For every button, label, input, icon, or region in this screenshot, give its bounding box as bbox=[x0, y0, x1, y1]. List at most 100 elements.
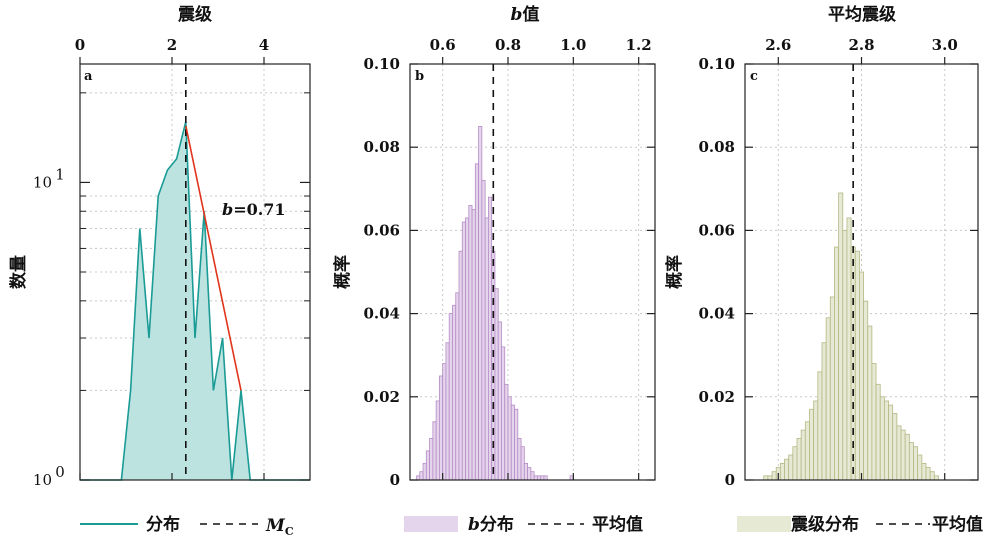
legend-c-label-2: 平均值 bbox=[932, 514, 983, 535]
tick-label-a-y-0: 10 bbox=[33, 173, 52, 191]
bar-c-24 bbox=[863, 300, 869, 481]
bar-c-27 bbox=[875, 383, 881, 481]
tick-label-a-y-1: 10 bbox=[33, 471, 52, 489]
bar-c-34 bbox=[904, 433, 910, 481]
bar-b-37 bbox=[537, 475, 542, 481]
top-axis-label-b: b值 bbox=[511, 4, 540, 25]
bar-c-39 bbox=[925, 467, 931, 481]
legend-a-label-2: MC bbox=[265, 516, 294, 538]
bar-b-26 bbox=[501, 346, 506, 481]
bar-c-13 bbox=[817, 371, 823, 481]
y-axis-label-a: 数量 bbox=[8, 255, 29, 289]
bar-b-5 bbox=[432, 421, 437, 481]
bar-b-10 bbox=[448, 313, 453, 481]
legend-b-label-2: 平均值 bbox=[592, 514, 643, 535]
tick-label-b-y-4: 0.08 bbox=[363, 138, 400, 156]
bar-b-1 bbox=[419, 471, 424, 481]
bar-c-11 bbox=[809, 408, 815, 481]
bar-b-4 bbox=[429, 437, 434, 481]
bar-c-36 bbox=[913, 446, 919, 481]
tick-label-b-y-2: 0.04 bbox=[363, 305, 400, 323]
bar-b-12 bbox=[455, 292, 460, 481]
histogram-b bbox=[416, 126, 574, 481]
legend-b-text: 分布 bbox=[480, 514, 514, 535]
bar-b-29 bbox=[510, 404, 515, 481]
bar-c-30 bbox=[888, 404, 894, 481]
bar-b-32 bbox=[520, 446, 525, 481]
legend-c: 震级分布 平均值 bbox=[737, 514, 983, 535]
bar-b-14 bbox=[461, 221, 466, 481]
bar-b-8 bbox=[442, 363, 447, 481]
bar-c-25 bbox=[867, 325, 873, 481]
bar-c-38 bbox=[921, 462, 927, 481]
tick-label-a-x-1: 2 bbox=[167, 36, 177, 54]
bar-c-15 bbox=[825, 317, 831, 481]
tick-label-b-y-0: 0 bbox=[390, 471, 400, 489]
bar-c-32 bbox=[896, 425, 902, 481]
tick-label-b-x-0: 0.6 bbox=[430, 36, 456, 54]
tick-label-c-y-1: 0.02 bbox=[698, 388, 735, 406]
bar-b-31 bbox=[517, 437, 522, 481]
bar-b-39 bbox=[543, 475, 548, 481]
bar-b-16 bbox=[468, 205, 473, 481]
bar-c-31 bbox=[892, 413, 898, 481]
bar-c-22 bbox=[854, 250, 860, 481]
bar-c-17 bbox=[834, 246, 840, 481]
bar-c-5 bbox=[784, 458, 790, 481]
panel-label-a: a bbox=[84, 69, 93, 84]
top-axis-label-c: 平均震级 bbox=[828, 4, 896, 25]
bar-b-35 bbox=[530, 471, 535, 481]
panel-b: 00.020.040.060.080.100.6 0.8 1.0 1.2 b b值 概… bbox=[332, 4, 656, 489]
bar-c-7 bbox=[792, 446, 798, 481]
bar-c-41 bbox=[933, 475, 939, 481]
bar-b-2 bbox=[422, 462, 427, 481]
bar-c-1 bbox=[767, 475, 773, 481]
histogram-c bbox=[763, 192, 939, 481]
tick-label-a-x-0: 0 bbox=[75, 36, 85, 54]
bar-b-13 bbox=[458, 250, 463, 481]
legend-b: b分布 平均值 bbox=[404, 514, 643, 535]
legend-b-label-1: b分布 bbox=[468, 514, 514, 535]
tick-label-b-y-3: 0.06 bbox=[363, 221, 400, 239]
legend-a: 分布 MC bbox=[80, 514, 294, 538]
bar-b-38 bbox=[540, 475, 545, 481]
tick-label-b-x-1: 0.8 bbox=[495, 36, 521, 54]
bar-c-18 bbox=[838, 192, 844, 481]
tick-label-b-x-3: 1.2 bbox=[626, 36, 652, 54]
bar-b-18 bbox=[474, 163, 480, 481]
tick-label-a-x-2: 4 bbox=[259, 36, 269, 54]
legend-a-mc-sub: C bbox=[285, 525, 294, 538]
panel-label-c: c bbox=[750, 69, 758, 84]
bar-c-37 bbox=[917, 454, 923, 481]
bar-b-11 bbox=[452, 304, 457, 481]
fit-annotation-b: b bbox=[222, 200, 233, 219]
bar-b-9 bbox=[445, 342, 450, 481]
bar-b-34 bbox=[527, 467, 532, 481]
top-axis-label-b-var: b bbox=[511, 5, 523, 25]
bar-b-0 bbox=[416, 475, 421, 481]
legend-c-label-1: 震级分布 bbox=[790, 514, 859, 535]
panel-c: 0 0.02 0.04 0.06 0.08 0.10 2.6 2.8 3.0 c 平均震级 概率 bbox=[664, 4, 979, 489]
bar-b-17 bbox=[471, 209, 476, 481]
tick-label-c-x-0: 2.6 bbox=[765, 36, 791, 54]
bar-b-7 bbox=[438, 375, 444, 481]
bar-c-29 bbox=[883, 400, 889, 481]
bar-c-2 bbox=[771, 471, 777, 481]
gr-fit-line bbox=[185, 125, 242, 391]
axes-box-a bbox=[79, 63, 311, 481]
tick-label-a-y-exp-1: 0 bbox=[55, 463, 65, 481]
y-axis-label-c: 概率 bbox=[664, 255, 685, 289]
bar-c-0 bbox=[763, 475, 769, 481]
top-axis-label-a: 震级 bbox=[177, 4, 212, 25]
tick-label-b-y-1: 0.02 bbox=[363, 388, 400, 406]
tick-label-c-y-5: 0.10 bbox=[698, 55, 735, 73]
bar-b-24 bbox=[494, 288, 499, 481]
bar-c-35 bbox=[908, 442, 914, 481]
bar-b-27 bbox=[504, 383, 509, 481]
axes-box-c bbox=[744, 63, 979, 481]
bar-b-15 bbox=[465, 217, 470, 481]
bar-b-22 bbox=[487, 196, 493, 481]
tick-label-c-x-1: 2.8 bbox=[848, 36, 874, 54]
bar-c-10 bbox=[804, 421, 810, 481]
